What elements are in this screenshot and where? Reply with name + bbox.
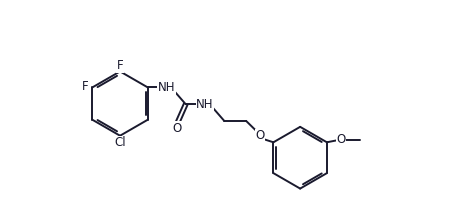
Text: F: F: [82, 80, 88, 93]
Text: O: O: [172, 122, 182, 135]
Text: Cl: Cl: [114, 136, 126, 149]
Text: O: O: [336, 133, 346, 146]
Text: NH: NH: [196, 98, 214, 111]
Text: NH: NH: [158, 81, 175, 94]
Text: O: O: [256, 129, 265, 142]
Text: F: F: [117, 59, 123, 72]
